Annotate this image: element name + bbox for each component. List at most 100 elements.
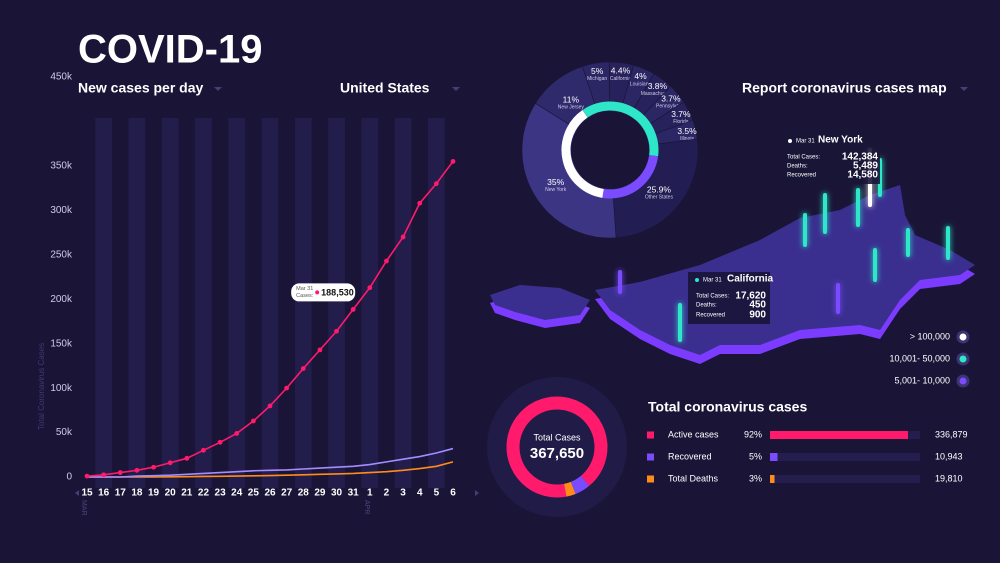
- x-tick-label: 4: [417, 488, 423, 499]
- bar-track: [770, 475, 920, 483]
- legend-swatch: [647, 475, 654, 483]
- point: [350, 307, 356, 312]
- y-tick-label: 200k: [50, 294, 73, 305]
- slice-label: California: [610, 76, 631, 82]
- point: [284, 385, 290, 391]
- column-band: [95, 118, 112, 488]
- annotation-label: Cases:: [296, 293, 314, 299]
- alaska: [490, 285, 590, 320]
- point: [317, 347, 323, 353]
- callout-label: Total Cases:: [787, 155, 820, 161]
- column-band: [294, 118, 312, 488]
- column-band: [328, 118, 345, 488]
- y-tick-label: 0: [66, 472, 72, 483]
- callout-label: Deaths:: [787, 164, 808, 170]
- slice-value: 35%: [547, 177, 564, 187]
- donut-segment: [506, 396, 608, 498]
- axis-arrow: [475, 490, 479, 496]
- callout-new-york: Mar 31 New York Total Cases: 142,384 Dea…: [780, 132, 880, 184]
- point: [84, 473, 90, 479]
- column-band: [195, 118, 212, 488]
- donut-segment: [563, 481, 576, 497]
- x-tick-label: 21: [181, 488, 193, 499]
- column-band: [361, 118, 379, 488]
- bar-count: 19,810: [935, 473, 963, 483]
- x-tick-label: 16: [98, 488, 110, 499]
- point: [417, 200, 423, 206]
- annotation-box: [291, 283, 356, 302]
- map-legend-label: 10,001- 50,000: [889, 353, 950, 363]
- x-tick-label: 17: [115, 488, 127, 499]
- slice-value: 3.7%: [671, 109, 691, 119]
- slice-value: 3.5%: [677, 126, 697, 136]
- slice-label: Massachusetts: [641, 91, 675, 97]
- y-axis-label: Total Coronavirus Cases: [37, 343, 46, 430]
- column-band: [394, 118, 412, 488]
- callout-label: Recovered: [696, 313, 725, 319]
- x-tick-label: 22: [198, 488, 210, 499]
- x-tick-label: 27: [281, 488, 293, 499]
- chart-subtitle: United States: [340, 80, 430, 96]
- ring-hole: [571, 111, 649, 189]
- slice-label: Florida: [673, 119, 689, 125]
- series-line: [87, 461, 454, 478]
- x-tick-label: 1: [367, 488, 373, 499]
- bar-title: Total coronavirus cases: [648, 399, 807, 415]
- y-tick-label: 450k: [50, 72, 73, 83]
- bar: [770, 453, 778, 461]
- point: [300, 366, 306, 371]
- bar-track: [770, 453, 920, 461]
- month-label: APR: [363, 500, 370, 514]
- dropdown-arrow: [960, 87, 968, 91]
- point: [217, 439, 223, 445]
- point: [267, 403, 273, 409]
- callout-value: 5,489: [853, 161, 878, 172]
- point: [201, 447, 206, 453]
- slice-label: Michigan: [587, 76, 607, 82]
- x-tick-label: 18: [131, 488, 143, 499]
- point: [334, 328, 339, 334]
- slice-label: New York: [545, 187, 567, 193]
- column-band: [128, 118, 146, 488]
- x-tick-label: 29: [314, 488, 326, 499]
- x-tick-label: 3: [400, 488, 406, 499]
- point: [367, 285, 373, 291]
- slice-value: 4.4%: [611, 66, 631, 76]
- callout-date: Mar 31: [703, 278, 722, 284]
- bar-label: Active cases: [668, 429, 719, 439]
- column-band: [161, 118, 179, 488]
- slice-value: 11%: [563, 94, 580, 104]
- callout-value: 17,620: [735, 291, 766, 302]
- column-band: [228, 118, 246, 488]
- point: [433, 181, 439, 187]
- slice-value: 5%: [591, 66, 604, 76]
- slice-value: 4%: [634, 71, 647, 81]
- x-tick-label: 6: [450, 488, 456, 499]
- column-band: [428, 118, 445, 488]
- series-line: [87, 447, 454, 478]
- x-tick-label: 25: [248, 488, 260, 499]
- x-tick-label: 23: [215, 488, 227, 499]
- y-tick-label: 350k: [50, 161, 73, 172]
- map-title: Report coronavirus cases map: [742, 80, 947, 96]
- slice-label: Louisiana: [630, 81, 652, 87]
- callout-label: Recovered: [787, 173, 816, 179]
- dropdown-arrow: [452, 87, 460, 91]
- chart-title: New cases per day: [78, 80, 204, 96]
- callout-value: 900: [749, 310, 766, 321]
- ring-arc: [561, 110, 604, 198]
- point: [117, 470, 123, 475]
- ring-arc: [602, 154, 659, 199]
- x-tick-label: 30: [331, 488, 343, 499]
- slice-value: 25.9%: [647, 185, 672, 195]
- map-legend-label: 5,001- 10,000: [894, 375, 950, 385]
- ring-arc: [582, 101, 659, 157]
- callout-value: 14,580: [847, 170, 878, 181]
- callout-dot: [695, 278, 699, 282]
- y-tick-label: 150k: [50, 338, 73, 349]
- callout-date: Mar 31: [796, 139, 815, 145]
- slice-label: Illinois: [680, 136, 694, 142]
- x-tick-label: 2: [384, 488, 390, 499]
- legend-swatch: [647, 431, 654, 439]
